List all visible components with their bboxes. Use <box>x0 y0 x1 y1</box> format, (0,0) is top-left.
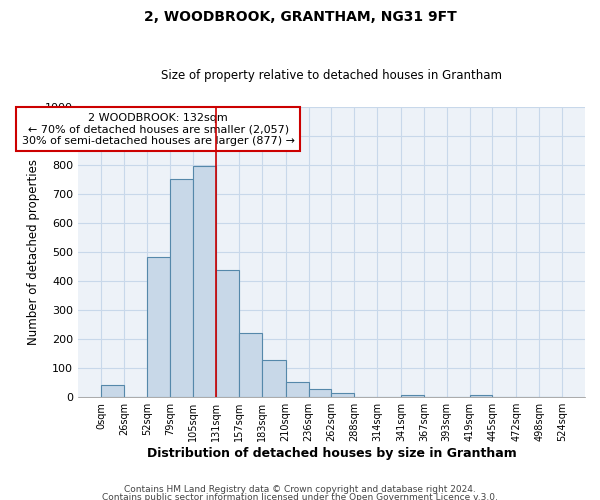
Text: 2 WOODBROOK: 132sqm
← 70% of detached houses are smaller (2,057)
30% of semi-det: 2 WOODBROOK: 132sqm ← 70% of detached ho… <box>22 112 295 146</box>
Y-axis label: Number of detached properties: Number of detached properties <box>26 159 40 345</box>
Bar <box>401 395 424 397</box>
Bar <box>470 395 493 397</box>
Bar <box>216 270 239 397</box>
Bar <box>262 360 286 397</box>
Text: 2, WOODBROOK, GRANTHAM, NG31 9FT: 2, WOODBROOK, GRANTHAM, NG31 9FT <box>143 10 457 24</box>
Bar <box>286 382 308 397</box>
Bar <box>170 180 193 397</box>
Text: Contains public sector information licensed under the Open Government Licence v.: Contains public sector information licen… <box>102 492 498 500</box>
Bar <box>331 393 355 397</box>
Title: Size of property relative to detached houses in Grantham: Size of property relative to detached ho… <box>161 69 502 82</box>
Bar <box>308 390 331 397</box>
Bar <box>101 385 124 397</box>
X-axis label: Distribution of detached houses by size in Grantham: Distribution of detached houses by size … <box>146 447 517 460</box>
Bar <box>239 334 262 397</box>
Bar <box>193 166 216 397</box>
Text: Contains HM Land Registry data © Crown copyright and database right 2024.: Contains HM Land Registry data © Crown c… <box>124 486 476 494</box>
Bar <box>147 257 170 397</box>
